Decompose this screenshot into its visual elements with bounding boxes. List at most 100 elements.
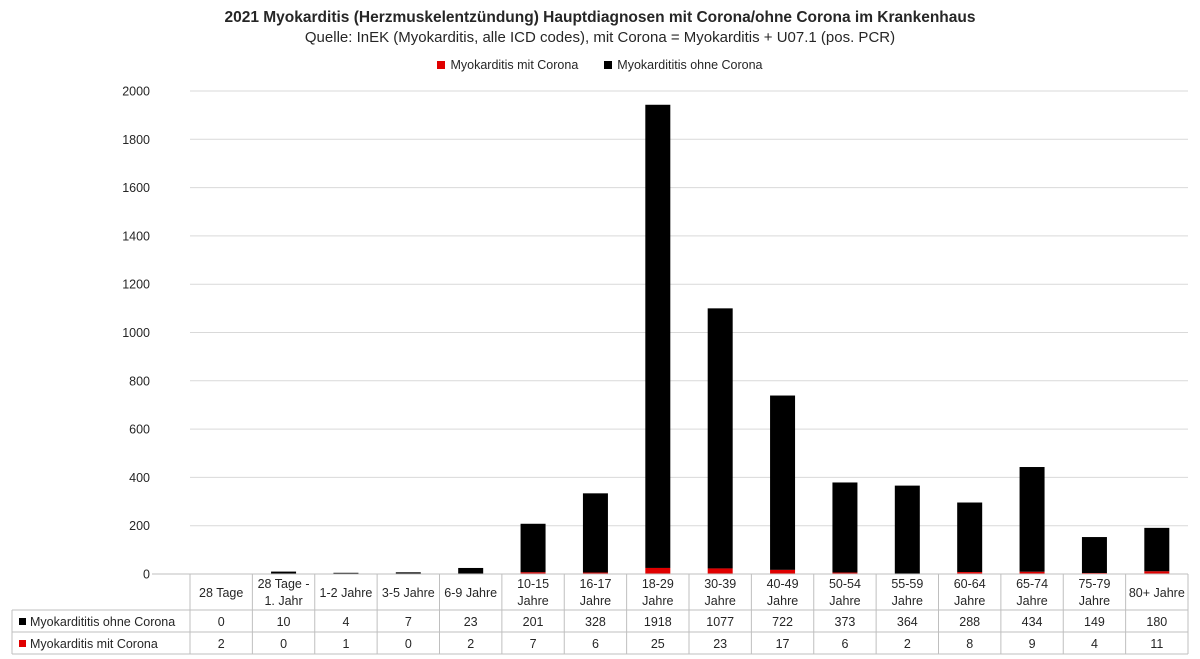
table-cell-value: 10 [277, 615, 291, 629]
y-tick-label: 600 [129, 423, 150, 437]
x-tick-label: Jahre [767, 594, 798, 608]
table-cell-value: 25 [651, 637, 665, 651]
bar-ohne-corona [520, 523, 546, 573]
table-cell-value: 0 [218, 615, 225, 629]
x-tick-label: 75-79 [1078, 577, 1110, 591]
bar-ohne-corona [333, 572, 359, 574]
bar-ohne-corona [582, 493, 608, 573]
bar-ohne-corona [395, 572, 421, 574]
bar-ohne-corona [271, 571, 297, 574]
bar-ohne-corona [1144, 527, 1170, 572]
table-cell-value: 328 [585, 615, 606, 629]
x-tick-label: Jahre [580, 594, 611, 608]
bar-mit-corona [520, 572, 546, 574]
table-cell-value: 7 [530, 637, 537, 651]
x-tick-label: Jahre [642, 594, 673, 608]
table-cell-value: 11 [1150, 637, 1163, 651]
table-row-label: Myokardititis ohne Corona [30, 615, 175, 629]
table-cell-value: 364 [897, 615, 918, 629]
table-cell-value: 373 [835, 615, 856, 629]
table-cell-value: 0 [405, 637, 412, 651]
y-tick-label: 1400 [122, 229, 150, 243]
table-cell-value: 23 [464, 615, 478, 629]
x-tick-label: Jahre [517, 594, 548, 608]
table-cell-value: 7 [405, 615, 412, 629]
legend-swatch-ohne-corona [604, 61, 613, 69]
legend-item-mit-corona: Myokarditis mit Corona [437, 58, 578, 72]
bar-mit-corona [957, 572, 983, 574]
y-tick-label: 1200 [122, 278, 150, 292]
chart-title: 2021 Myokarditis (Herzmuskelentzündung) … [224, 9, 976, 26]
chart-legend: Myokarditis mit Corona Myokardititis ohn… [0, 58, 1200, 72]
bar-ohne-corona [645, 104, 671, 568]
bar-mit-corona [1019, 571, 1045, 574]
x-tick-label: 16-17 [579, 577, 611, 591]
x-tick-label: 80+ Jahre [1129, 586, 1185, 600]
legend-swatch-mit-corona [437, 61, 446, 69]
table-cell-value: 1918 [644, 615, 672, 629]
y-tick-label: 0 [143, 568, 150, 582]
y-tick-label: 400 [129, 471, 150, 485]
table-cell-value: 2 [218, 637, 225, 651]
bar-ohne-corona [957, 502, 983, 573]
table-cell-value: 17 [776, 637, 790, 651]
table-row-swatch [19, 618, 26, 625]
bar-ohne-corona [707, 308, 733, 569]
table-cell-value: 149 [1084, 615, 1105, 629]
y-tick-label: 200 [129, 519, 150, 533]
x-tick-label: Jahre [829, 594, 860, 608]
y-tick-label: 2000 [122, 85, 150, 99]
x-tick-label: Jahre [1016, 594, 1047, 608]
x-tick-label: 28 Tage [199, 586, 243, 600]
table-cell-value: 722 [772, 615, 793, 629]
bar-ohne-corona [458, 567, 484, 574]
table-cell-value: 6 [841, 637, 848, 651]
x-tick-label: 30-39 [704, 577, 736, 591]
x-tick-label: 40-49 [767, 577, 799, 591]
table-cell-value: 0 [280, 637, 287, 651]
x-tick-label: 65-74 [1016, 577, 1048, 591]
table-cell-value: 288 [959, 615, 980, 629]
table-cell-value: 2 [904, 637, 911, 651]
table-cell-value: 9 [1029, 637, 1036, 651]
table-cell-value: 6 [592, 637, 599, 651]
x-tick-label: 55-59 [891, 577, 923, 591]
table-cell-value: 2 [467, 637, 474, 651]
bar-ohne-corona [770, 395, 796, 570]
table-row-label: Myokarditis mit Corona [30, 637, 158, 651]
x-tick-label: 3-5 Jahre [382, 586, 435, 600]
x-tick-label: 18-29 [642, 577, 674, 591]
legend-item-ohne-corona: Myokardititis ohne Corona [604, 58, 763, 72]
bar-mit-corona [1144, 571, 1170, 574]
y-tick-label: 800 [129, 374, 150, 388]
table-cell-value: 8 [966, 637, 973, 651]
table-cell-value: 434 [1022, 615, 1043, 629]
x-tick-label: 6-9 Jahre [444, 586, 497, 600]
chart-subtitle: Quelle: InEK (Myokarditis, alle ICD code… [304, 29, 896, 46]
x-tick-label: Jahre [892, 594, 923, 608]
table-cell-value: 1 [342, 637, 349, 651]
x-tick-label: 28 Tage - [258, 577, 310, 591]
x-tick-label: Jahre [705, 594, 736, 608]
bar-mit-corona [645, 567, 671, 574]
x-tick-label: Jahre [1079, 594, 1110, 608]
bar-mit-corona [770, 569, 796, 574]
table-row-swatch [19, 640, 26, 647]
x-tick-label: 1-2 Jahre [320, 586, 373, 600]
legend-label-ohne-corona: Myokardititis ohne Corona [617, 58, 763, 72]
bar-ohne-corona [894, 485, 920, 574]
table-cell-value: 4 [342, 615, 349, 629]
bar-ohne-corona [1019, 467, 1045, 572]
x-tick-label: 50-54 [829, 577, 861, 591]
table-cell-value: 4 [1091, 637, 1098, 651]
x-tick-label: Jahre [954, 594, 985, 608]
bar-ohne-corona [1081, 537, 1107, 574]
x-tick-label: 10-15 [517, 577, 549, 591]
y-tick-label: 1800 [122, 133, 150, 147]
bar-ohne-corona [832, 482, 858, 573]
y-tick-label: 1000 [122, 326, 150, 340]
bar-mit-corona [832, 572, 858, 574]
table-cell-value: 201 [523, 615, 544, 629]
x-tick-label: 1. Jahr [264, 594, 302, 608]
